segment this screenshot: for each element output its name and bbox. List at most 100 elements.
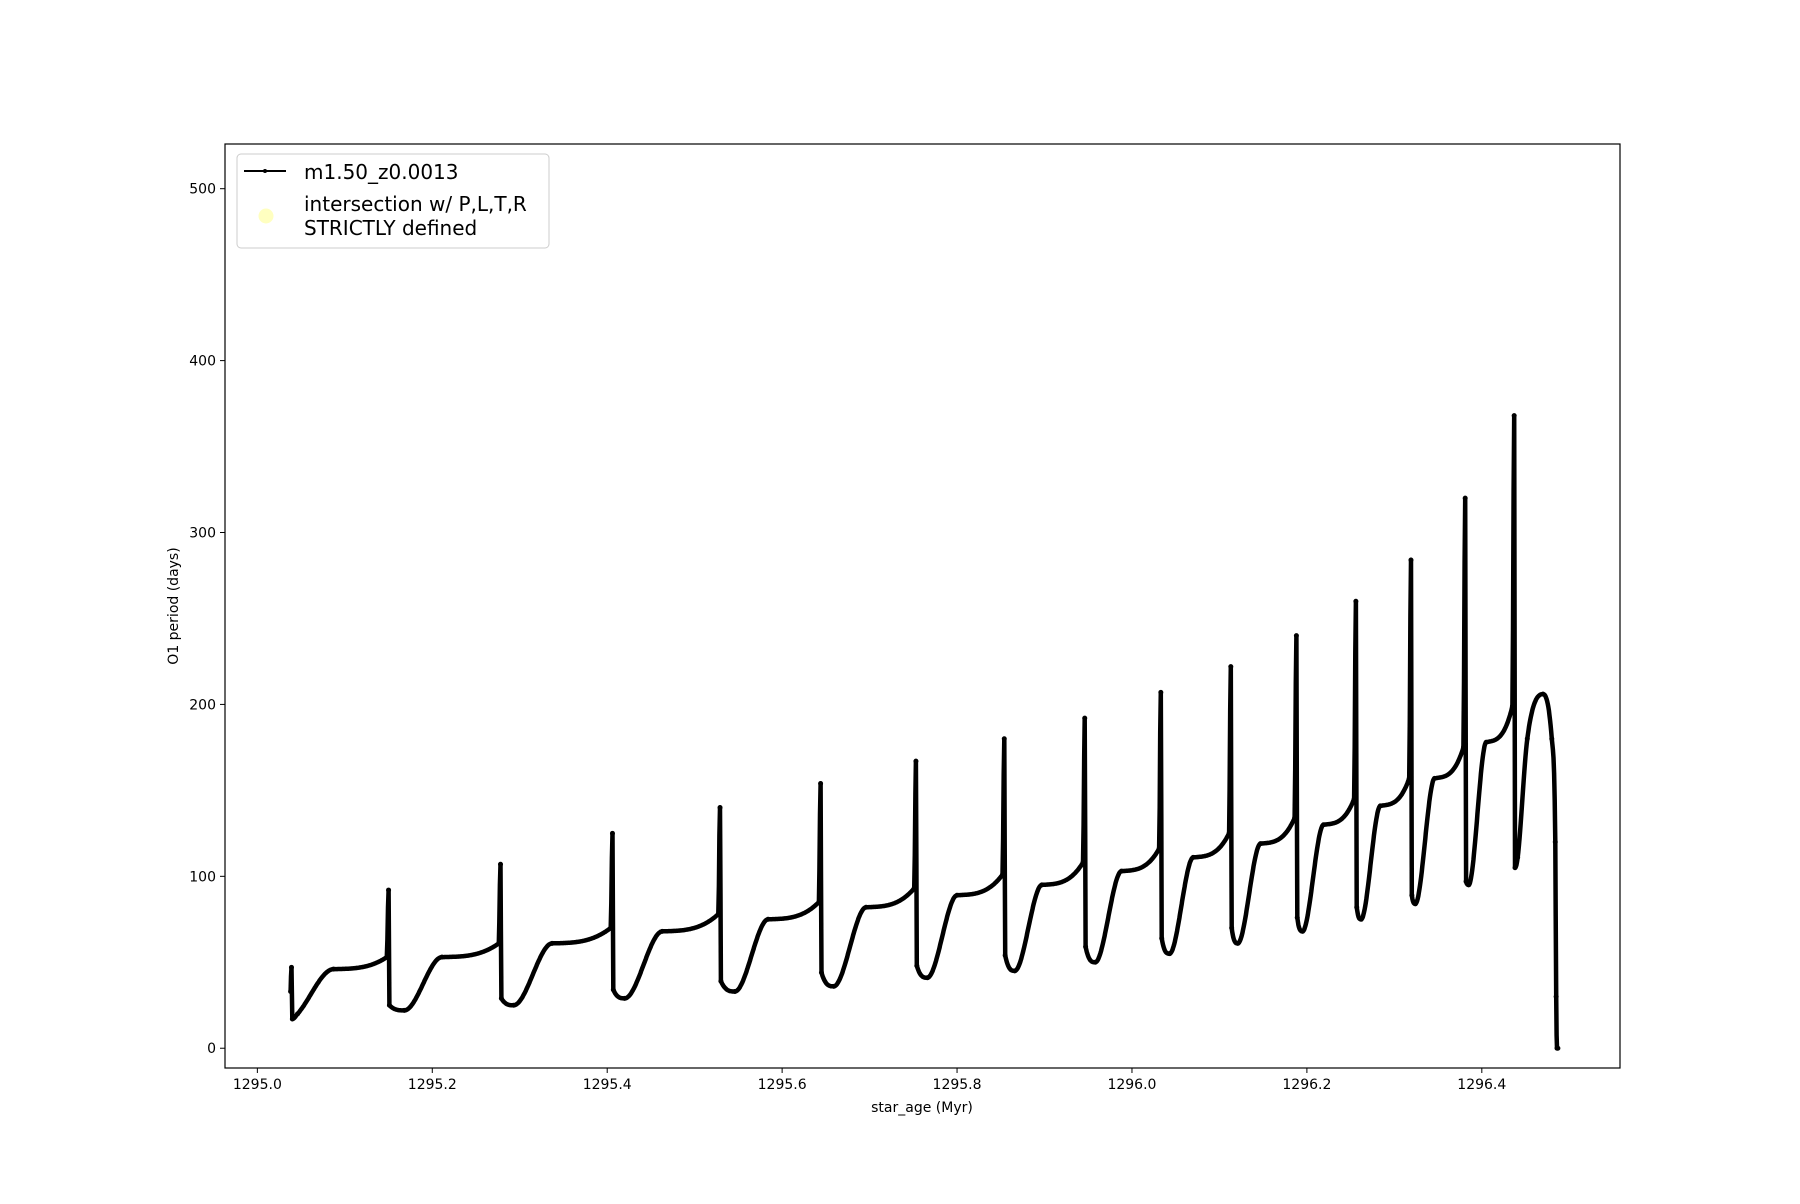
x-tick-label: 1295.0 bbox=[233, 1077, 282, 1093]
y-axis-label: O1 period (days) bbox=[166, 547, 182, 664]
data-point bbox=[954, 892, 960, 898]
data-point bbox=[1353, 598, 1359, 604]
legend: m1.50_z0.0013 intersection w/ P,L,T,R ST… bbox=[236, 153, 550, 249]
data-point bbox=[498, 861, 504, 867]
data-point bbox=[330, 966, 336, 972]
data-point bbox=[1463, 878, 1469, 884]
data-point bbox=[511, 1002, 517, 1008]
data-point bbox=[496, 940, 502, 946]
data-point bbox=[1118, 868, 1124, 874]
data-point bbox=[1083, 944, 1089, 950]
series-line bbox=[288, 413, 1560, 1051]
data-point bbox=[1258, 841, 1264, 847]
y-tick-label: 400 bbox=[189, 354, 216, 370]
data-point bbox=[1292, 815, 1298, 821]
data-point bbox=[549, 940, 555, 946]
data-point bbox=[1412, 901, 1418, 907]
x-tick-label: 1295.2 bbox=[408, 1077, 457, 1093]
legend-label-series: m1.50_z0.0013 bbox=[304, 160, 459, 184]
series-layer bbox=[288, 413, 1561, 1051]
data-point bbox=[1552, 839, 1558, 845]
data-point bbox=[1408, 557, 1414, 563]
data-point bbox=[1228, 664, 1234, 670]
data-point bbox=[1002, 952, 1008, 958]
data-point bbox=[1377, 803, 1383, 809]
x-tick-label: 1296.2 bbox=[1282, 1077, 1331, 1093]
data-point bbox=[913, 758, 919, 764]
data-point bbox=[1001, 736, 1007, 742]
data-point bbox=[1354, 904, 1360, 910]
data-point bbox=[610, 987, 616, 993]
data-point bbox=[659, 928, 665, 934]
data-point bbox=[288, 964, 294, 970]
data-point bbox=[818, 970, 824, 976]
data-point bbox=[401, 1007, 407, 1013]
legend-box bbox=[236, 153, 550, 249]
data-point bbox=[1466, 882, 1472, 888]
data-point bbox=[288, 989, 294, 995]
data-point bbox=[911, 885, 917, 891]
data-point bbox=[622, 995, 628, 1001]
data-point bbox=[914, 963, 920, 969]
data-point bbox=[1462, 495, 1468, 501]
data-point bbox=[386, 887, 392, 893]
y-tick-label: 0 bbox=[207, 1041, 216, 1057]
data-point bbox=[498, 995, 504, 1001]
x-tick-label: 1295.6 bbox=[758, 1077, 807, 1093]
data-point bbox=[1082, 715, 1088, 721]
y-tick-label: 300 bbox=[189, 526, 216, 542]
data-point bbox=[818, 780, 824, 786]
data-point bbox=[765, 916, 771, 922]
x-tick-label: 1296.4 bbox=[1457, 1077, 1506, 1093]
legend-marker-icon bbox=[263, 169, 267, 173]
y-tick-label: 500 bbox=[189, 182, 216, 198]
data-point bbox=[831, 983, 837, 989]
data-point bbox=[439, 954, 445, 960]
data-point bbox=[1235, 940, 1241, 946]
data-point bbox=[732, 989, 738, 995]
data-point bbox=[1512, 865, 1518, 871]
x-tick-label: 1295.8 bbox=[933, 1077, 982, 1093]
data-point bbox=[1156, 846, 1162, 852]
data-point bbox=[1158, 689, 1164, 695]
data-point bbox=[1351, 796, 1357, 802]
legend-label-intersection-line1: intersection w/ P,L,T,R bbox=[304, 192, 527, 216]
data-point bbox=[1483, 739, 1489, 745]
data-point bbox=[1000, 872, 1006, 878]
data-point bbox=[1039, 882, 1045, 888]
data-point bbox=[1509, 703, 1515, 709]
data-point bbox=[1229, 925, 1235, 931]
data-point bbox=[1511, 413, 1517, 419]
legend-label-intersection-line2: STRICTLY defined bbox=[304, 216, 477, 240]
data-point bbox=[1409, 892, 1415, 898]
data-point bbox=[1294, 915, 1300, 921]
data-point bbox=[384, 954, 390, 960]
data-point bbox=[1190, 854, 1196, 860]
data-point bbox=[386, 1002, 392, 1008]
axes-frame bbox=[224, 143, 1621, 1069]
data-point bbox=[1159, 935, 1165, 941]
x-axis-label: star_age (Myr) bbox=[871, 1100, 973, 1116]
data-point bbox=[715, 911, 721, 917]
data-point bbox=[1092, 959, 1098, 965]
data-point bbox=[609, 830, 615, 836]
data-point bbox=[816, 899, 822, 905]
y-axis: 0 100 200 300 400 500 bbox=[189, 182, 225, 1057]
data-point bbox=[608, 925, 614, 931]
data-point bbox=[1167, 951, 1173, 957]
data-point bbox=[1515, 854, 1521, 860]
data-point bbox=[1080, 860, 1086, 866]
y-tick-label: 100 bbox=[189, 869, 216, 885]
x-axis: 1295.0 1295.2 1295.4 1295.6 1295.8 1296.0 1296… bbox=[233, 1068, 1506, 1093]
data-point bbox=[863, 904, 869, 910]
data-point bbox=[1524, 736, 1530, 742]
data-point bbox=[1293, 633, 1299, 639]
data-point bbox=[1406, 775, 1412, 781]
data-point bbox=[1432, 775, 1438, 781]
x-tick-label: 1295.4 bbox=[583, 1077, 632, 1093]
data-point bbox=[1321, 822, 1327, 828]
data-point bbox=[1226, 830, 1232, 836]
data-point bbox=[717, 805, 723, 811]
